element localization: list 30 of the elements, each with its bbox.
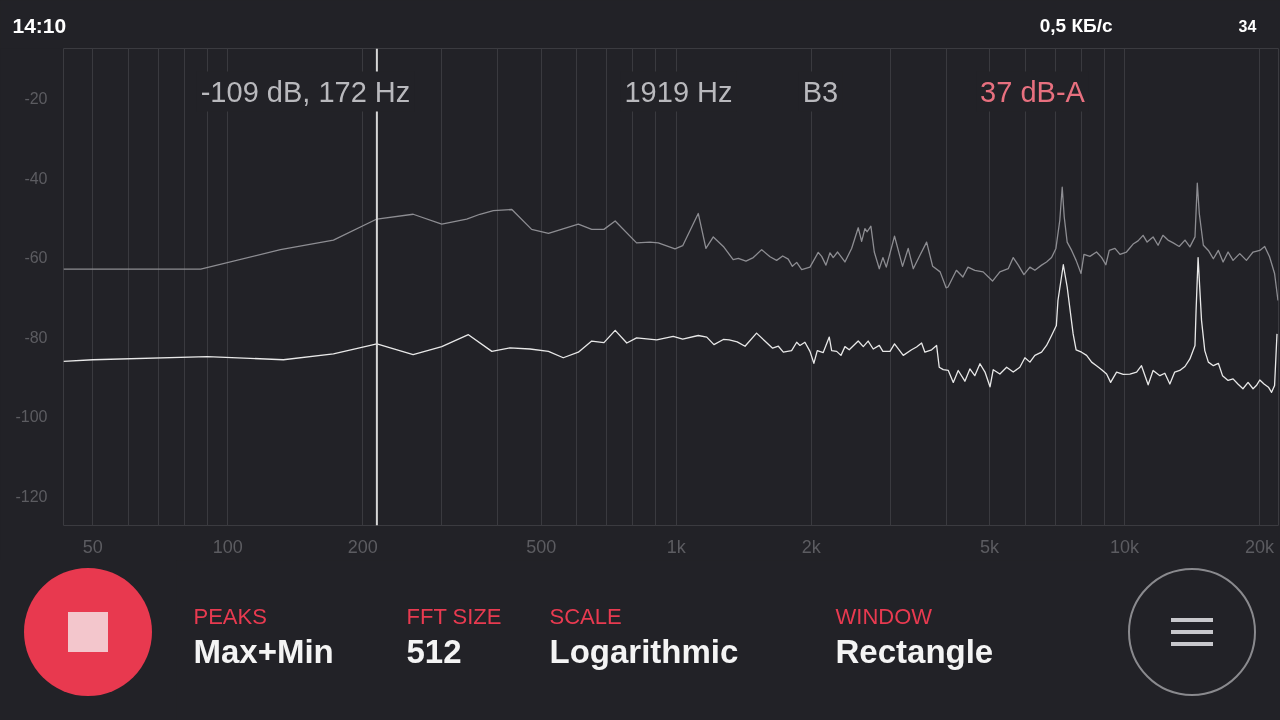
x-tick-label: 500 (526, 536, 557, 557)
y-tick-label: -40 (24, 169, 48, 187)
text: FFT SIZE (406, 604, 502, 629)
x-tick-label: 100 (212, 536, 243, 557)
text: SCALE (549, 604, 622, 629)
x-tick-label: 50 (82, 536, 103, 557)
text: 0,5 КБ/с (1039, 15, 1113, 36)
text: WINDOW (835, 604, 933, 629)
x-tick-label: 1k (666, 536, 687, 557)
text: Rectangle (835, 633, 994, 670)
annotation: -109 dB, 172 Hz (200, 75, 411, 108)
y-tick-label: -100 (15, 408, 48, 426)
x-tick-label: 200 (347, 536, 378, 557)
x-tick-label: 10k (1110, 536, 1141, 557)
x-tick-label: 20k (1244, 536, 1276, 557)
text: Logarithmic (549, 633, 739, 670)
text: 512 (406, 633, 462, 670)
annotation: 37 dB-A (980, 75, 1086, 108)
x-tick-label: 2k (801, 536, 822, 557)
text: 34 (1238, 17, 1257, 35)
y-tick-label: -20 (24, 90, 48, 108)
y-tick-label: -120 (15, 487, 48, 505)
text: 14:10 (12, 14, 67, 37)
y-tick-label: -80 (24, 328, 48, 346)
text: PEAKS (193, 604, 267, 629)
x-tick-label: 5k (980, 536, 1001, 557)
y-tick-label: -60 (24, 249, 48, 267)
annotation: B3 (802, 75, 839, 108)
text: Max+Min (193, 633, 334, 670)
annotation: 1919 Hz (624, 75, 733, 108)
